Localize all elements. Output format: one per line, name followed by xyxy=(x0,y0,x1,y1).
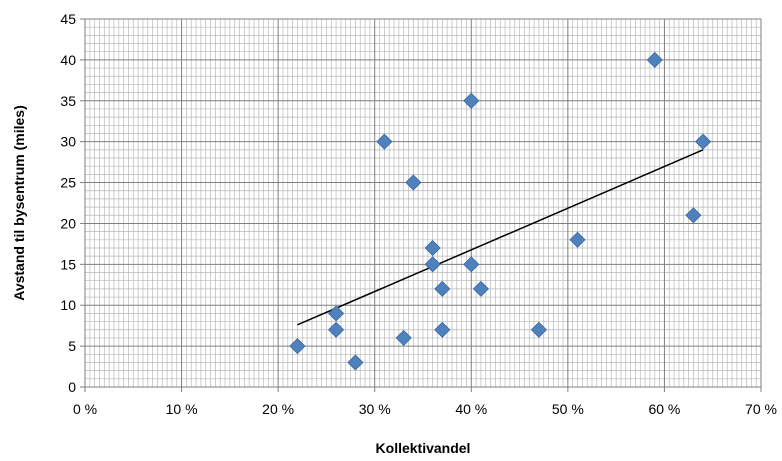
y-axis-ticks: 0 5 10 15 20 25 30 35 40 45 xyxy=(60,11,85,395)
data-point-marker xyxy=(434,280,451,297)
data-points xyxy=(289,51,712,371)
data-point-marker xyxy=(289,338,306,355)
x-axis-title: Kollektivandel xyxy=(376,440,471,456)
data-point-marker xyxy=(694,133,712,150)
axes xyxy=(84,19,761,388)
y-tick-label: 20 xyxy=(60,215,76,231)
y-axis-title: Avstand til bysentrum (miles) xyxy=(11,105,27,301)
data-point-marker xyxy=(424,256,441,273)
data-point-marker xyxy=(472,280,490,297)
x-tick-label: 30 % xyxy=(359,401,391,417)
data-point-marker xyxy=(395,329,412,346)
x-tick-label: 0 % xyxy=(73,401,97,417)
y-tick-label: 30 xyxy=(60,134,76,150)
trendline-line xyxy=(297,149,704,326)
trendline xyxy=(297,149,704,326)
data-point-marker xyxy=(646,51,663,68)
y-tick-label: 15 xyxy=(60,256,76,272)
data-point-marker xyxy=(434,321,451,338)
x-tick-label: 20 % xyxy=(262,401,294,417)
y-tick-label: 35 xyxy=(60,93,76,109)
y-tick-label: 40 xyxy=(60,52,76,68)
data-point-marker xyxy=(405,174,422,191)
data-point-marker xyxy=(463,92,480,109)
y-tick-label: 5 xyxy=(68,338,76,354)
data-point-marker xyxy=(530,321,547,338)
data-point-marker xyxy=(569,231,586,248)
data-point-marker xyxy=(463,256,480,273)
data-point-marker xyxy=(685,207,702,224)
y-tick-label: 45 xyxy=(60,11,76,27)
x-tick-label: 40 % xyxy=(455,401,487,417)
x-tick-label: 50 % xyxy=(552,401,584,417)
data-point-marker xyxy=(424,239,441,257)
y-tick-label: 0 xyxy=(68,379,76,395)
x-tick-label: 60 % xyxy=(648,401,680,417)
x-axis-ticks: 0 % 10 % 20 % 30 % 40 % 50 % 60 % 70 % xyxy=(73,387,777,417)
data-point-marker xyxy=(376,133,393,150)
x-tick-label: 10 % xyxy=(166,401,198,417)
data-point-marker xyxy=(347,354,364,371)
y-tick-label: 10 xyxy=(60,297,76,313)
data-point-marker xyxy=(328,305,345,322)
x-tick-label: 70 % xyxy=(745,401,777,417)
data-point-marker xyxy=(328,321,345,338)
y-tick-label: 25 xyxy=(60,175,76,191)
grid xyxy=(84,18,762,388)
